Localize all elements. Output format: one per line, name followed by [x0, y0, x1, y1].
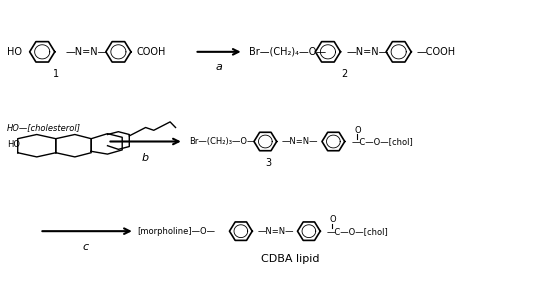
Text: —N=N—: —N=N—	[257, 227, 294, 236]
Text: —N=N—: —N=N—	[282, 137, 318, 146]
Text: Br—(CH₂)₄—O—: Br—(CH₂)₄—O—	[249, 47, 326, 57]
Text: COOH: COOH	[136, 47, 166, 57]
Text: b: b	[142, 153, 149, 163]
Text: 3: 3	[265, 158, 271, 168]
Text: O: O	[329, 215, 336, 224]
Text: —C—O—[chol]: —C—O—[chol]	[351, 137, 413, 146]
Text: HO: HO	[7, 140, 20, 149]
Text: HO: HO	[7, 47, 22, 57]
Text: —COOH: —COOH	[416, 47, 455, 57]
Text: —N=N—: —N=N—	[66, 47, 108, 57]
Text: —N=N—: —N=N—	[347, 47, 389, 57]
Text: 1: 1	[53, 69, 59, 79]
Text: HO—[cholesterol]: HO—[cholesterol]	[7, 123, 81, 132]
Text: c: c	[83, 242, 89, 252]
Text: O: O	[354, 126, 361, 135]
Text: CDBA lipid: CDBA lipid	[260, 254, 319, 264]
Text: a: a	[216, 62, 223, 72]
Text: [morpholine]—O—: [morpholine]—O—	[137, 227, 216, 236]
Text: Br—(CH₂)₃—O—: Br—(CH₂)₃—O—	[189, 137, 255, 146]
Text: 2: 2	[341, 69, 347, 79]
Text: —C—O—[chol]: —C—O—[chol]	[327, 227, 388, 236]
